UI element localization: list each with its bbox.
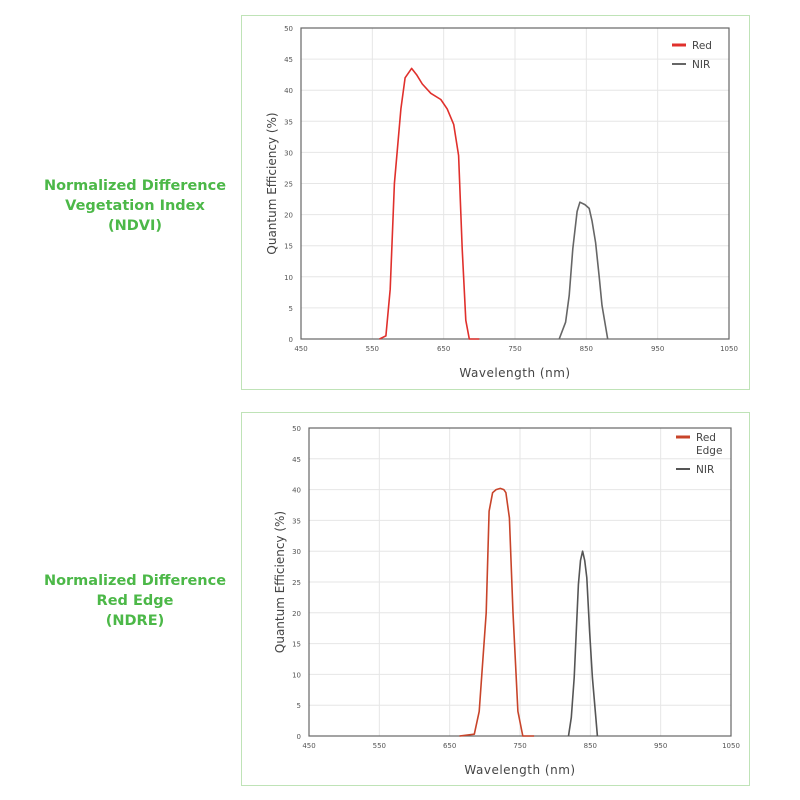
x-tick-label: 450 (294, 345, 307, 353)
x-tick-label: 750 (508, 345, 521, 353)
ndvi-chart-panel: 450 550 650 750 850 950 1050 0 5 10 15 20 25 30 35 40 45… (241, 15, 750, 390)
y-tick-label: 10 (292, 671, 301, 679)
x-axis-label: Wavelength (nm) (459, 366, 570, 380)
ndre-label: Normalized Difference Red Edge (NDRE) (30, 571, 240, 631)
y-axis-label: Quantum Efficiency (%) (265, 112, 279, 254)
y-tick-label: 0 (297, 733, 301, 741)
legend-label: Red (692, 40, 712, 52)
y-tick-label: 25 (292, 579, 301, 587)
legend-label: NIR (696, 464, 714, 476)
x-tick-label: 1050 (720, 345, 738, 353)
y-tick-label: 30 (292, 548, 301, 556)
plot-frame (300, 27, 730, 340)
x-tick-label: 550 (373, 742, 386, 750)
y-tick-label: 15 (284, 243, 293, 251)
x-tick-label: 950 (651, 345, 664, 353)
label-line: Normalized Difference (43, 573, 227, 589)
x-tick-label: 950 (654, 742, 667, 750)
ndvi-label: Normalized Difference Vegetation Index (… (30, 176, 240, 236)
legend-label: NIR (692, 59, 710, 71)
y-tick-label: 25 (284, 181, 293, 189)
y-tick-label: 10 (284, 274, 293, 282)
ndre-chart-panel: 450 550 650 750 850 950 1050 0 5 10 15 20 25 30 35 40 45… (241, 412, 750, 786)
y-tick-label: 40 (292, 487, 301, 495)
y-tick-label: 35 (284, 118, 293, 126)
y-tick-label: 15 (292, 641, 301, 649)
x-tick-label: 750 (513, 742, 526, 750)
y-tick-label: 5 (289, 305, 293, 313)
y-tick-label: 50 (284, 25, 293, 33)
x-tick-label: 850 (584, 742, 597, 750)
plot-frame (308, 427, 732, 737)
x-tick-label: 850 (580, 345, 593, 353)
y-tick-label: 30 (284, 149, 293, 157)
series-line-nir (567, 550, 599, 737)
label-line: Vegetation Index (65, 198, 205, 214)
y-tick-label: 5 (297, 702, 301, 710)
series-line-nir (558, 201, 609, 340)
y-tick-label: 0 (289, 336, 293, 344)
label-line: (NDRE) (105, 613, 165, 629)
x-tick-label: 1050 (722, 742, 740, 750)
label-line: Normalized Difference (43, 178, 227, 194)
legend-label: Red (696, 432, 716, 444)
series-line-red (379, 67, 480, 340)
y-tick-label: 40 (284, 87, 293, 95)
legend-label: Edge (696, 445, 722, 457)
x-tick-label: 650 (437, 345, 450, 353)
y-tick-label: 35 (292, 517, 301, 525)
y-tick-label: 20 (292, 610, 301, 618)
label-line: Red Edge (96, 593, 174, 609)
y-tick-label: 45 (292, 456, 301, 464)
x-tick-label: 450 (302, 742, 315, 750)
y-tick-label: 20 (284, 212, 293, 220)
x-tick-label: 650 (443, 742, 456, 750)
y-tick-label: 45 (284, 56, 293, 64)
ndvi-chart: 450 550 650 750 850 950 1050 0 5 10 15 20 25 30 35 40 45… (265, 25, 738, 380)
series-line-red-edge (459, 487, 535, 737)
ndre-chart: 450 550 650 750 850 950 1050 0 5 10 15 20 25 30 35 40 45… (273, 425, 740, 777)
y-axis-label: Quantum Efficiency (%) (273, 511, 287, 653)
x-axis-label: Wavelength (nm) (464, 763, 575, 777)
label-line: (NDVI) (107, 218, 163, 234)
x-tick-label: 550 (366, 345, 379, 353)
y-tick-label: 50 (292, 425, 301, 433)
